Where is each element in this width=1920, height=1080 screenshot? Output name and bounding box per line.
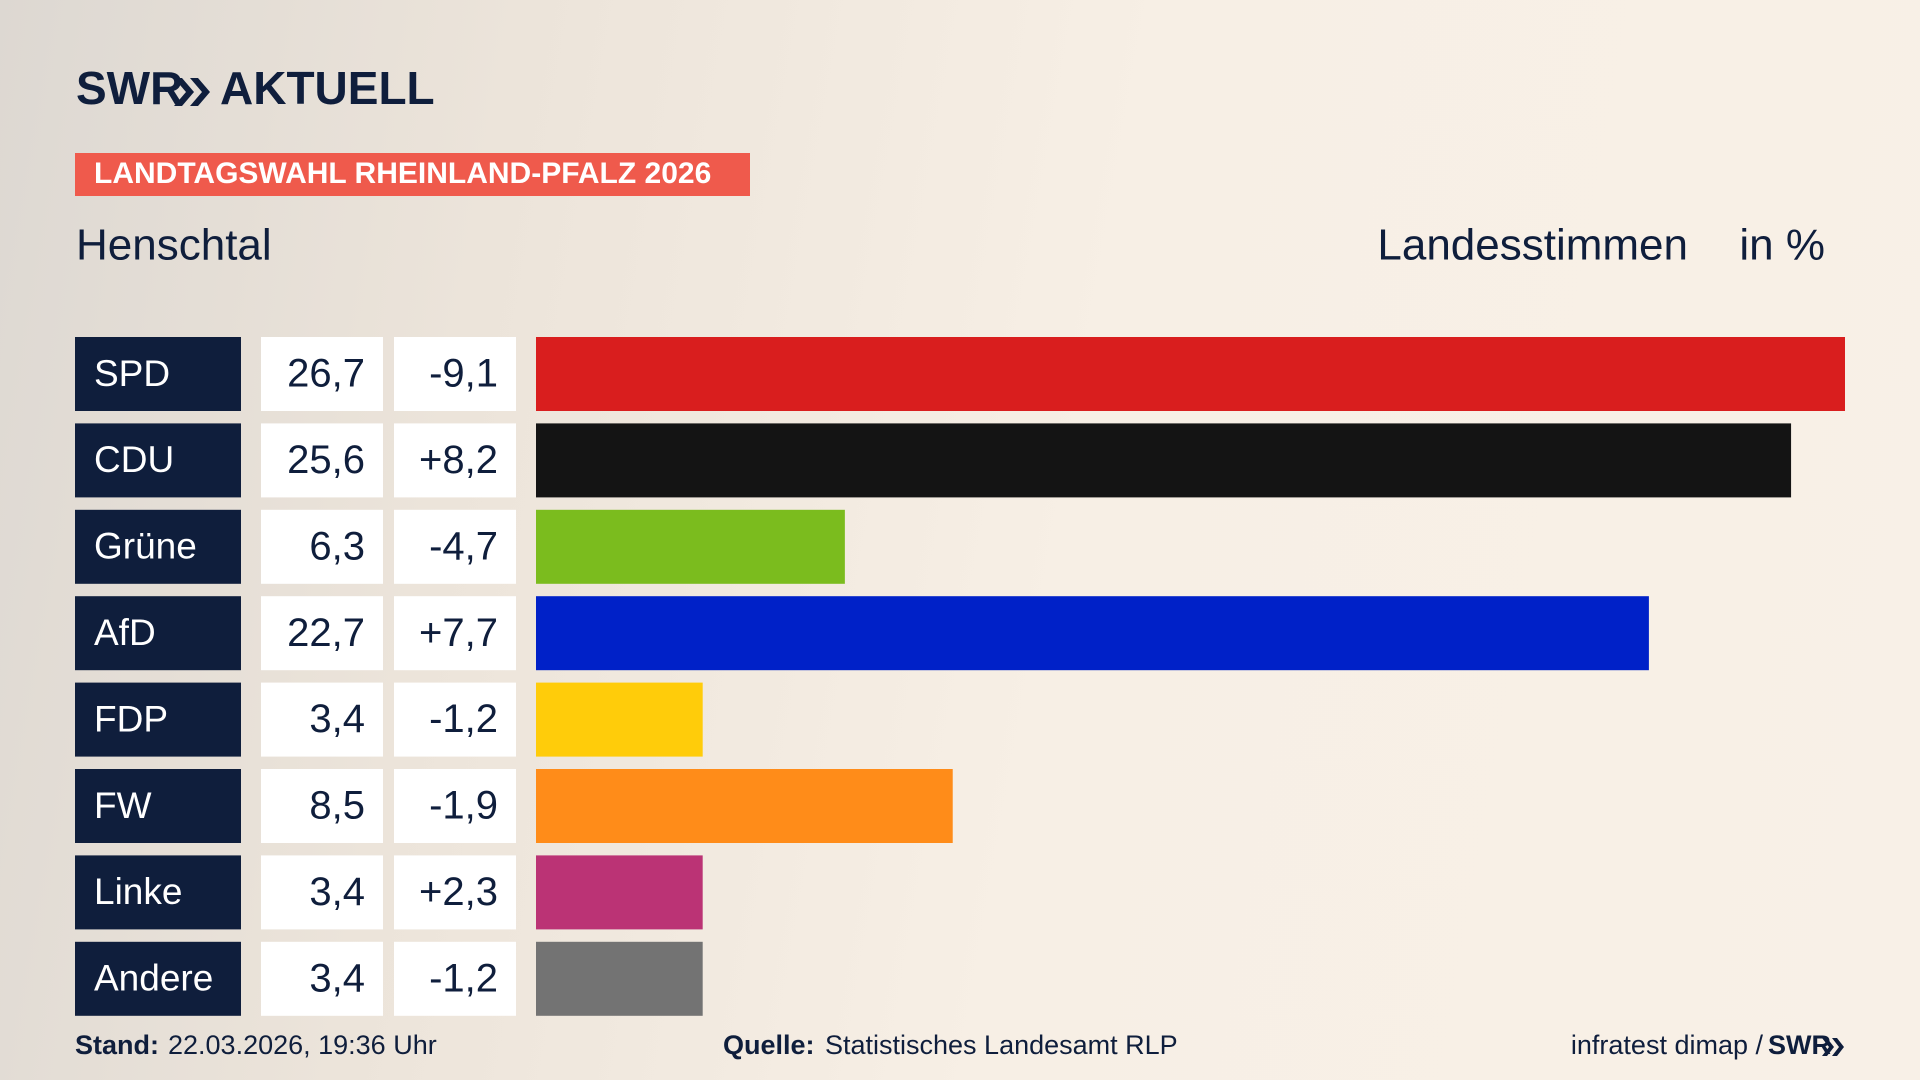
change-box [394,596,516,671]
party-box [75,423,241,498]
party-box [75,509,241,584]
brand: SWR [76,62,183,114]
value-box [261,509,383,584]
change-label: -1,9 [429,784,498,828]
value-box [261,337,383,411]
change-box [394,769,516,843]
party-box [75,337,241,411]
party-label: FW [94,785,152,826]
credit-brand: SWR [1768,1030,1831,1060]
party-label: CDU [94,439,174,480]
value-label: 8,5 [309,784,365,828]
change-box [394,855,516,930]
value-box [261,855,383,930]
party-label: Linke [94,871,182,912]
change-label: +8,2 [419,438,498,482]
change-label: -4,7 [429,524,498,568]
brand-chevrons [174,78,210,106]
change-box [394,423,516,498]
change-label: -1,2 [429,956,498,1000]
party-box [75,682,241,757]
value-label: 6,3 [309,524,365,568]
change-box [394,941,516,1016]
change-box [394,337,516,411]
change-label: -9,1 [429,352,498,396]
bar [536,941,703,1016]
change-box [394,682,516,757]
source-label: Quelle: [723,1030,815,1060]
party-box [75,941,241,1016]
value-label: 3,4 [309,697,365,741]
value-box [261,596,383,671]
party-label: AfD [94,612,156,653]
value-box [261,423,383,498]
credit-chevrons [1822,1038,1844,1056]
party-label: SPD [94,353,170,394]
party-box [75,596,241,671]
value-label: 3,4 [309,870,365,914]
bar [536,509,845,584]
bar [536,682,703,757]
value-label: 25,6 [287,438,365,482]
change-box [394,509,516,584]
credit: infratest dimap / [1571,1030,1764,1060]
bar [536,769,953,843]
party-label: Grüne [94,526,197,567]
party-label: Andere [94,958,213,999]
bar [536,596,1649,671]
value-label: 3,4 [309,956,365,1000]
value-box [261,769,383,843]
party-label: FDP [94,698,168,739]
unit: in % [1739,221,1825,270]
party-box [75,769,241,843]
party-box [75,855,241,930]
source: Statistisches Landesamt RLP [825,1030,1178,1060]
value-box [261,682,383,757]
change-label: -1,2 [429,697,498,741]
stand: 22.03.2026, 19:36 Uhr [168,1030,437,1060]
bar [536,855,703,930]
change-label: +2,3 [419,870,498,914]
value-label: 22,7 [287,611,365,655]
tag: LANDTAGSWAHL RHEINLAND-PFALZ 2026 [94,157,711,190]
brand-sub: AKTUELL [220,62,435,114]
value-box [261,941,383,1016]
bar [536,337,1845,411]
bar [536,423,1792,498]
tag-box [75,153,750,196]
region-title: Henschtal [76,221,272,270]
stand-label: Stand: [75,1030,159,1060]
value-label: 26,7 [287,352,365,396]
measure: Landesstimmen [1377,221,1688,270]
change-label: +7,7 [419,611,498,655]
